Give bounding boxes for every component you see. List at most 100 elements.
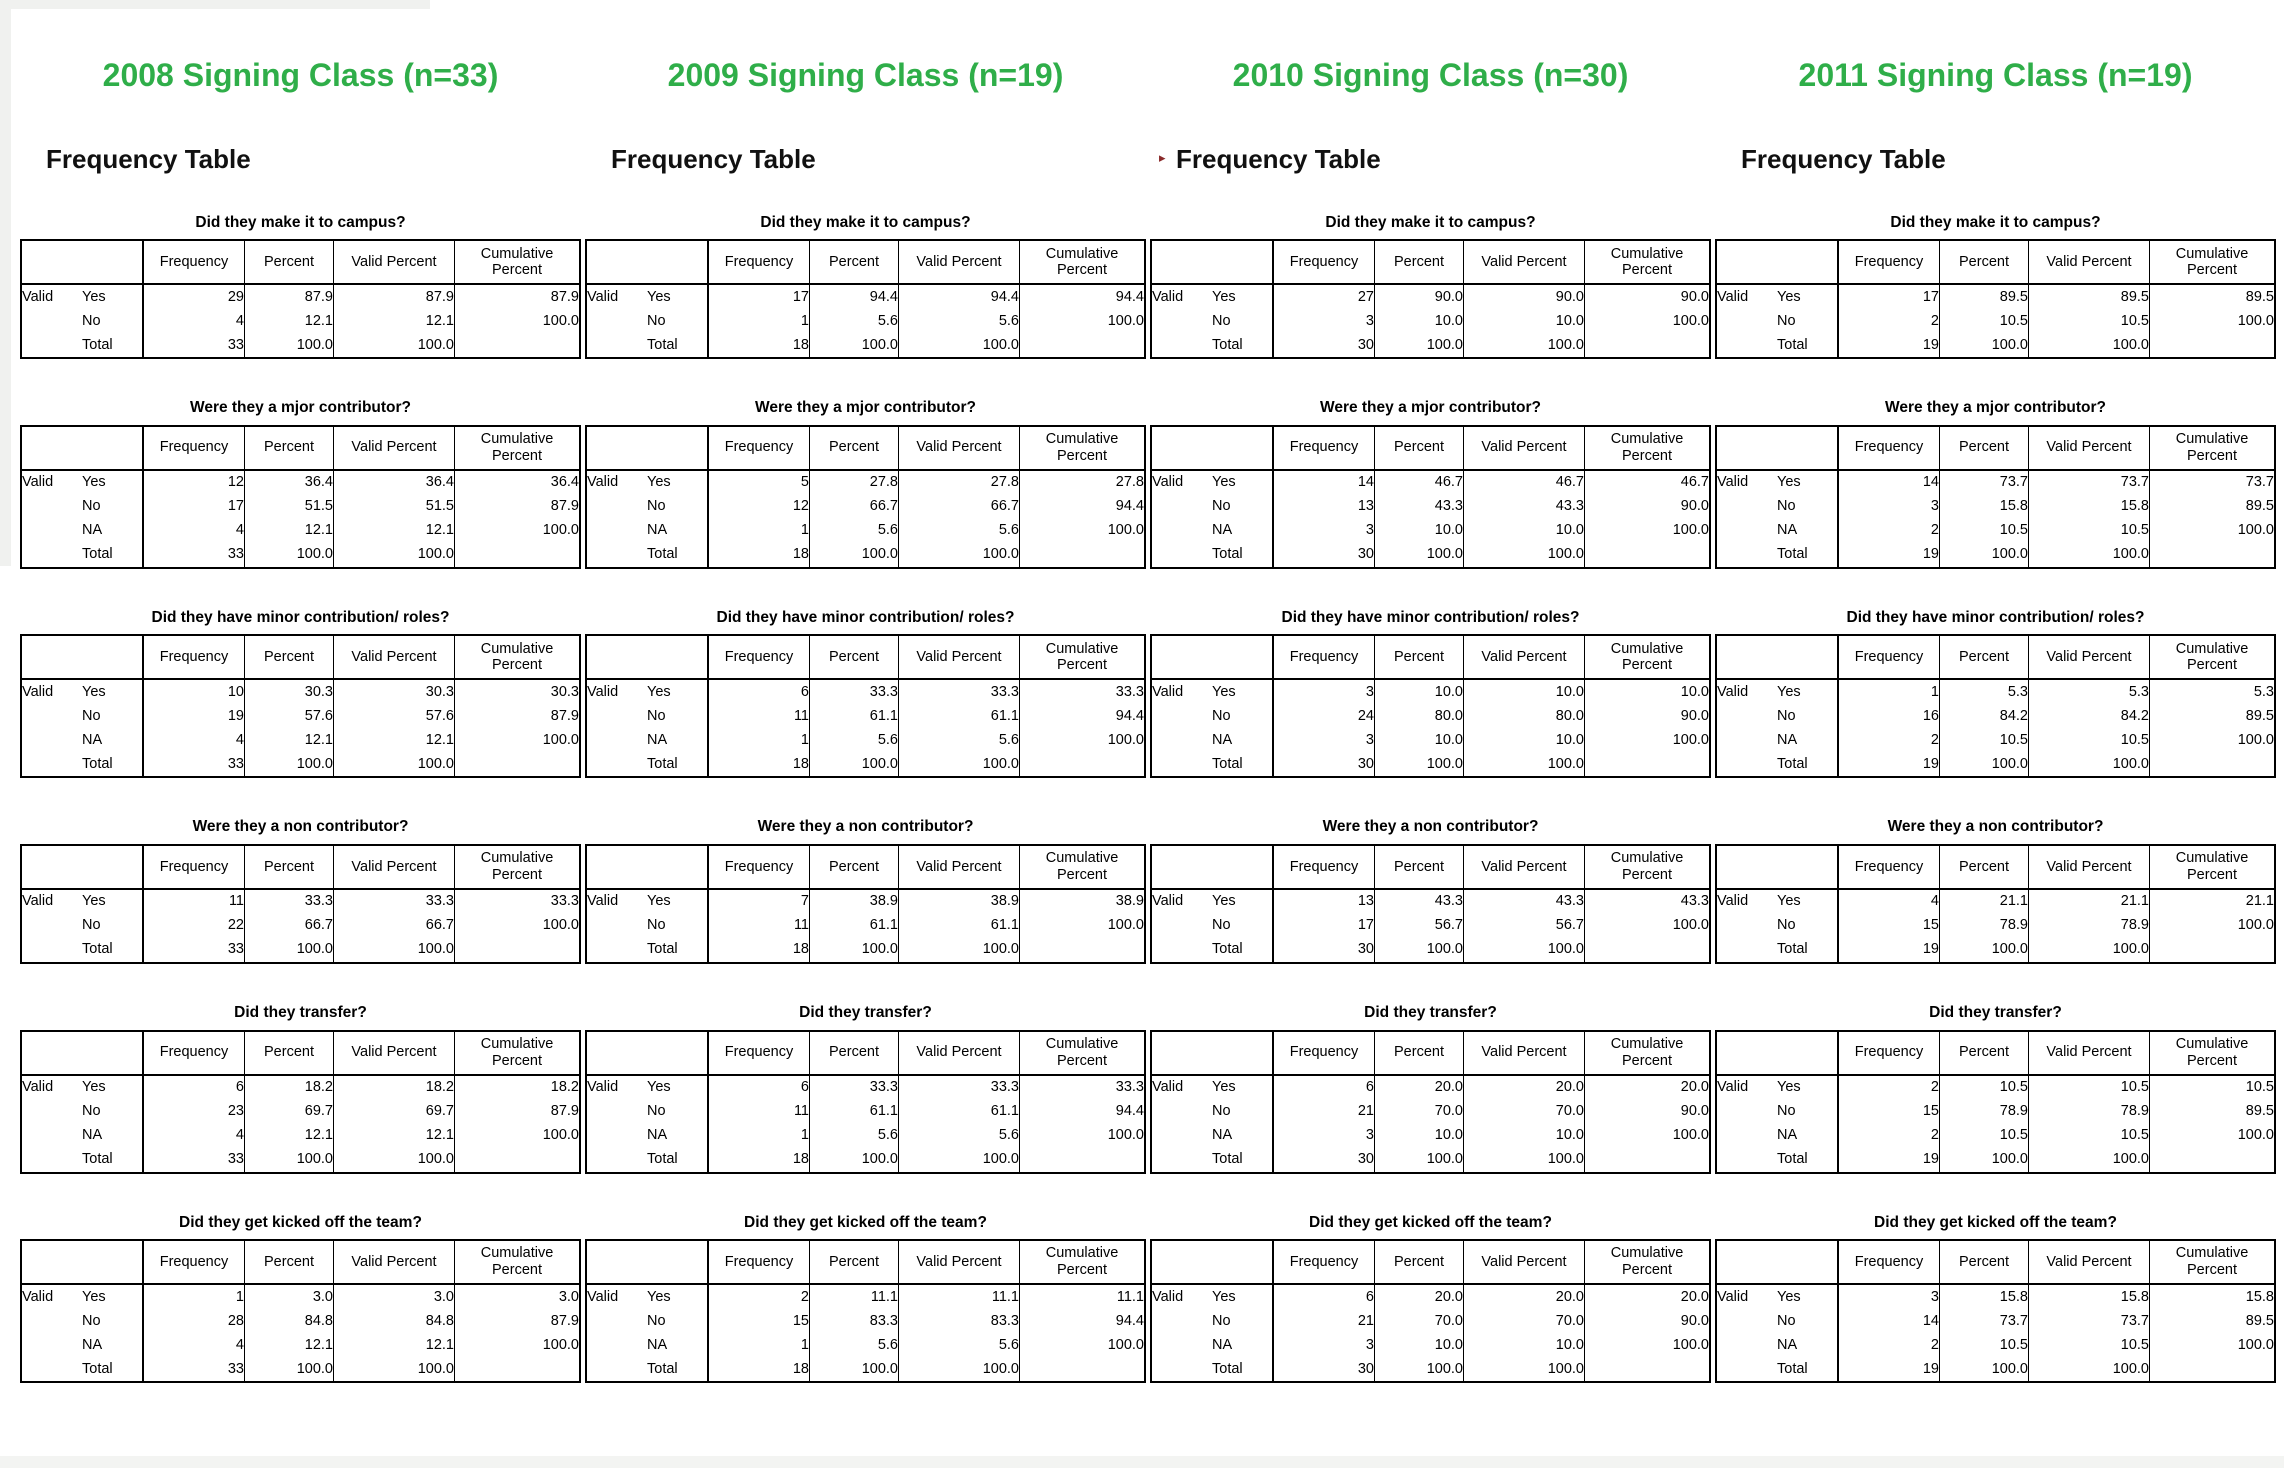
frequency-table-block: Did they transfer? Frequency Percent Val… [1715, 1004, 2276, 1174]
value-cell: 1 [707, 1123, 810, 1148]
column-header: Frequency [142, 240, 245, 286]
value-cell: 100.0 [1584, 518, 1710, 543]
stub-header [1151, 425, 1274, 471]
value-cell [2149, 1357, 2275, 1383]
row-label: Yes [1777, 1074, 1839, 1100]
frequency-table: Frequency Percent Valid Percent Cumulati… [1150, 1239, 1711, 1384]
table-header-row: Frequency Percent Valid Percent Cumulati… [1716, 635, 2275, 681]
value-cell: 1 [707, 309, 810, 334]
row-label: Total [647, 333, 709, 359]
section-heading-text: Frequency Table [611, 144, 816, 175]
row-label: Yes [1777, 679, 1839, 705]
column-header: Percent [244, 844, 334, 890]
value-cell [1019, 333, 1145, 359]
value-cell: 33.3 [333, 888, 455, 914]
stub-header [1716, 1030, 1839, 1076]
row-group-label: Valid [587, 1079, 619, 1096]
row-label: NA [1212, 728, 1274, 753]
value-cell: 15.8 [2028, 1284, 2150, 1310]
value-cell: 100.0 [809, 333, 899, 359]
row-group-label [586, 1100, 647, 1124]
row-group-label [1151, 519, 1212, 543]
table-header-row: Frequency Percent Valid Percent Cumulati… [1151, 635, 1710, 681]
stub-header [586, 1240, 709, 1286]
row-label: NA [82, 1333, 144, 1358]
table-row: Total 19 100.0 100.0 [1716, 937, 2275, 963]
value-cell: 84.8 [244, 1309, 334, 1334]
value-cell: 70.0 [1463, 1099, 1585, 1124]
value-cell: 100.0 [1939, 542, 2029, 568]
row-label: Total [82, 752, 144, 778]
row-group-label [586, 938, 647, 963]
value-cell: 10.5 [1939, 1123, 2029, 1148]
class-title: 2010 Signing Class (n=30) [1232, 57, 1629, 93]
column-header: Cumulative Percent [454, 425, 580, 471]
value-cell: 100.0 [244, 752, 334, 778]
row-label: No [82, 704, 144, 729]
row-label: No [1212, 494, 1274, 519]
table-row: No 19 57.6 57.6 87.9 [21, 704, 580, 729]
value-cell: 10.0 [1463, 309, 1585, 334]
table-row: No 17 51.5 51.5 87.9 [21, 494, 580, 519]
value-cell: 21.1 [2028, 888, 2150, 914]
table-header-row: Frequency Percent Valid Percent Cumulati… [586, 1030, 1145, 1076]
tables: Did they make it to campus? Frequency Pe… [20, 214, 581, 1384]
column-header: Percent [809, 1240, 899, 1286]
column-header: Frequency [1272, 635, 1375, 681]
table-row: Total 19 100.0 100.0 [1716, 542, 2275, 568]
value-cell [1584, 752, 1710, 778]
frequency-table-block: Were they a non contributor? Frequency P… [1715, 818, 2276, 964]
row-label: NA [647, 1123, 709, 1148]
column-header: Percent [1939, 1240, 2029, 1286]
value-cell: 10.5 [1939, 1333, 2029, 1358]
frequency-table: Frequency Percent Valid Percent Cumulati… [585, 634, 1146, 779]
column-header: Cumulative Percent [454, 1030, 580, 1076]
column-header: Valid Percent [2028, 425, 2150, 471]
value-cell: 11.1 [1019, 1284, 1145, 1310]
table-question: Were they a non contributor? [757, 818, 974, 836]
row-group-label [1151, 1309, 1212, 1333]
table-row: Total 18 100.0 100.0 [586, 937, 1145, 963]
stub-header [1151, 1030, 1274, 1076]
value-cell: 33.3 [898, 679, 1020, 705]
value-cell [1019, 1147, 1145, 1173]
column-header: Valid Percent [333, 240, 455, 286]
row-group-label [1151, 752, 1212, 777]
value-cell: 61.1 [898, 1099, 1020, 1124]
value-cell: 90.0 [1374, 284, 1464, 310]
value-cell: 11 [707, 704, 810, 729]
column-header: Valid Percent [1463, 425, 1585, 471]
value-cell: 15.8 [2028, 494, 2150, 519]
value-cell: 10.0 [1584, 679, 1710, 705]
value-cell: 30 [1272, 937, 1375, 963]
column-header: Frequency [1837, 1240, 1940, 1286]
stub-header [1716, 1240, 1839, 1286]
value-cell: 66.7 [809, 494, 899, 519]
value-cell: 78.9 [1939, 1099, 2029, 1124]
value-cell: 61.1 [809, 704, 899, 729]
table-header-row: Frequency Percent Valid Percent Cumulati… [586, 844, 1145, 890]
table-question: Did they make it to campus? [1325, 213, 1536, 231]
column-header: Percent [1939, 844, 2029, 890]
stub-header [21, 1030, 144, 1076]
row-label: Total [82, 333, 144, 359]
row-label: No [647, 494, 709, 519]
value-cell [1019, 542, 1145, 568]
value-cell: 100.0 [1939, 333, 2029, 359]
value-cell: 100.0 [2028, 937, 2150, 963]
value-cell: 3 [1272, 1333, 1375, 1358]
table-row: NA 4 12.1 12.1 100.0 [21, 1333, 580, 1358]
value-cell: 12.1 [333, 1333, 455, 1358]
frequency-table: Frequency Percent Valid Percent Cumulati… [585, 1029, 1146, 1174]
column-header: Frequency [1272, 1030, 1375, 1076]
row-group-label [21, 1309, 82, 1333]
frequency-table-block: Did they have minor contribution/ roles?… [585, 609, 1146, 779]
value-cell: 3.0 [333, 1284, 455, 1310]
frequency-table-block: Did they make it to campus? Frequency Pe… [1715, 214, 2276, 360]
table-header-row: Frequency Percent Valid Percent Cumulati… [1151, 425, 1710, 471]
value-cell: 38.9 [809, 888, 899, 914]
row-label: Yes [1212, 1074, 1274, 1100]
value-cell: 33 [142, 333, 245, 359]
value-cell: 10.5 [2028, 309, 2150, 334]
frequency-table-block: Did they transfer? Frequency Percent Val… [585, 1004, 1146, 1174]
